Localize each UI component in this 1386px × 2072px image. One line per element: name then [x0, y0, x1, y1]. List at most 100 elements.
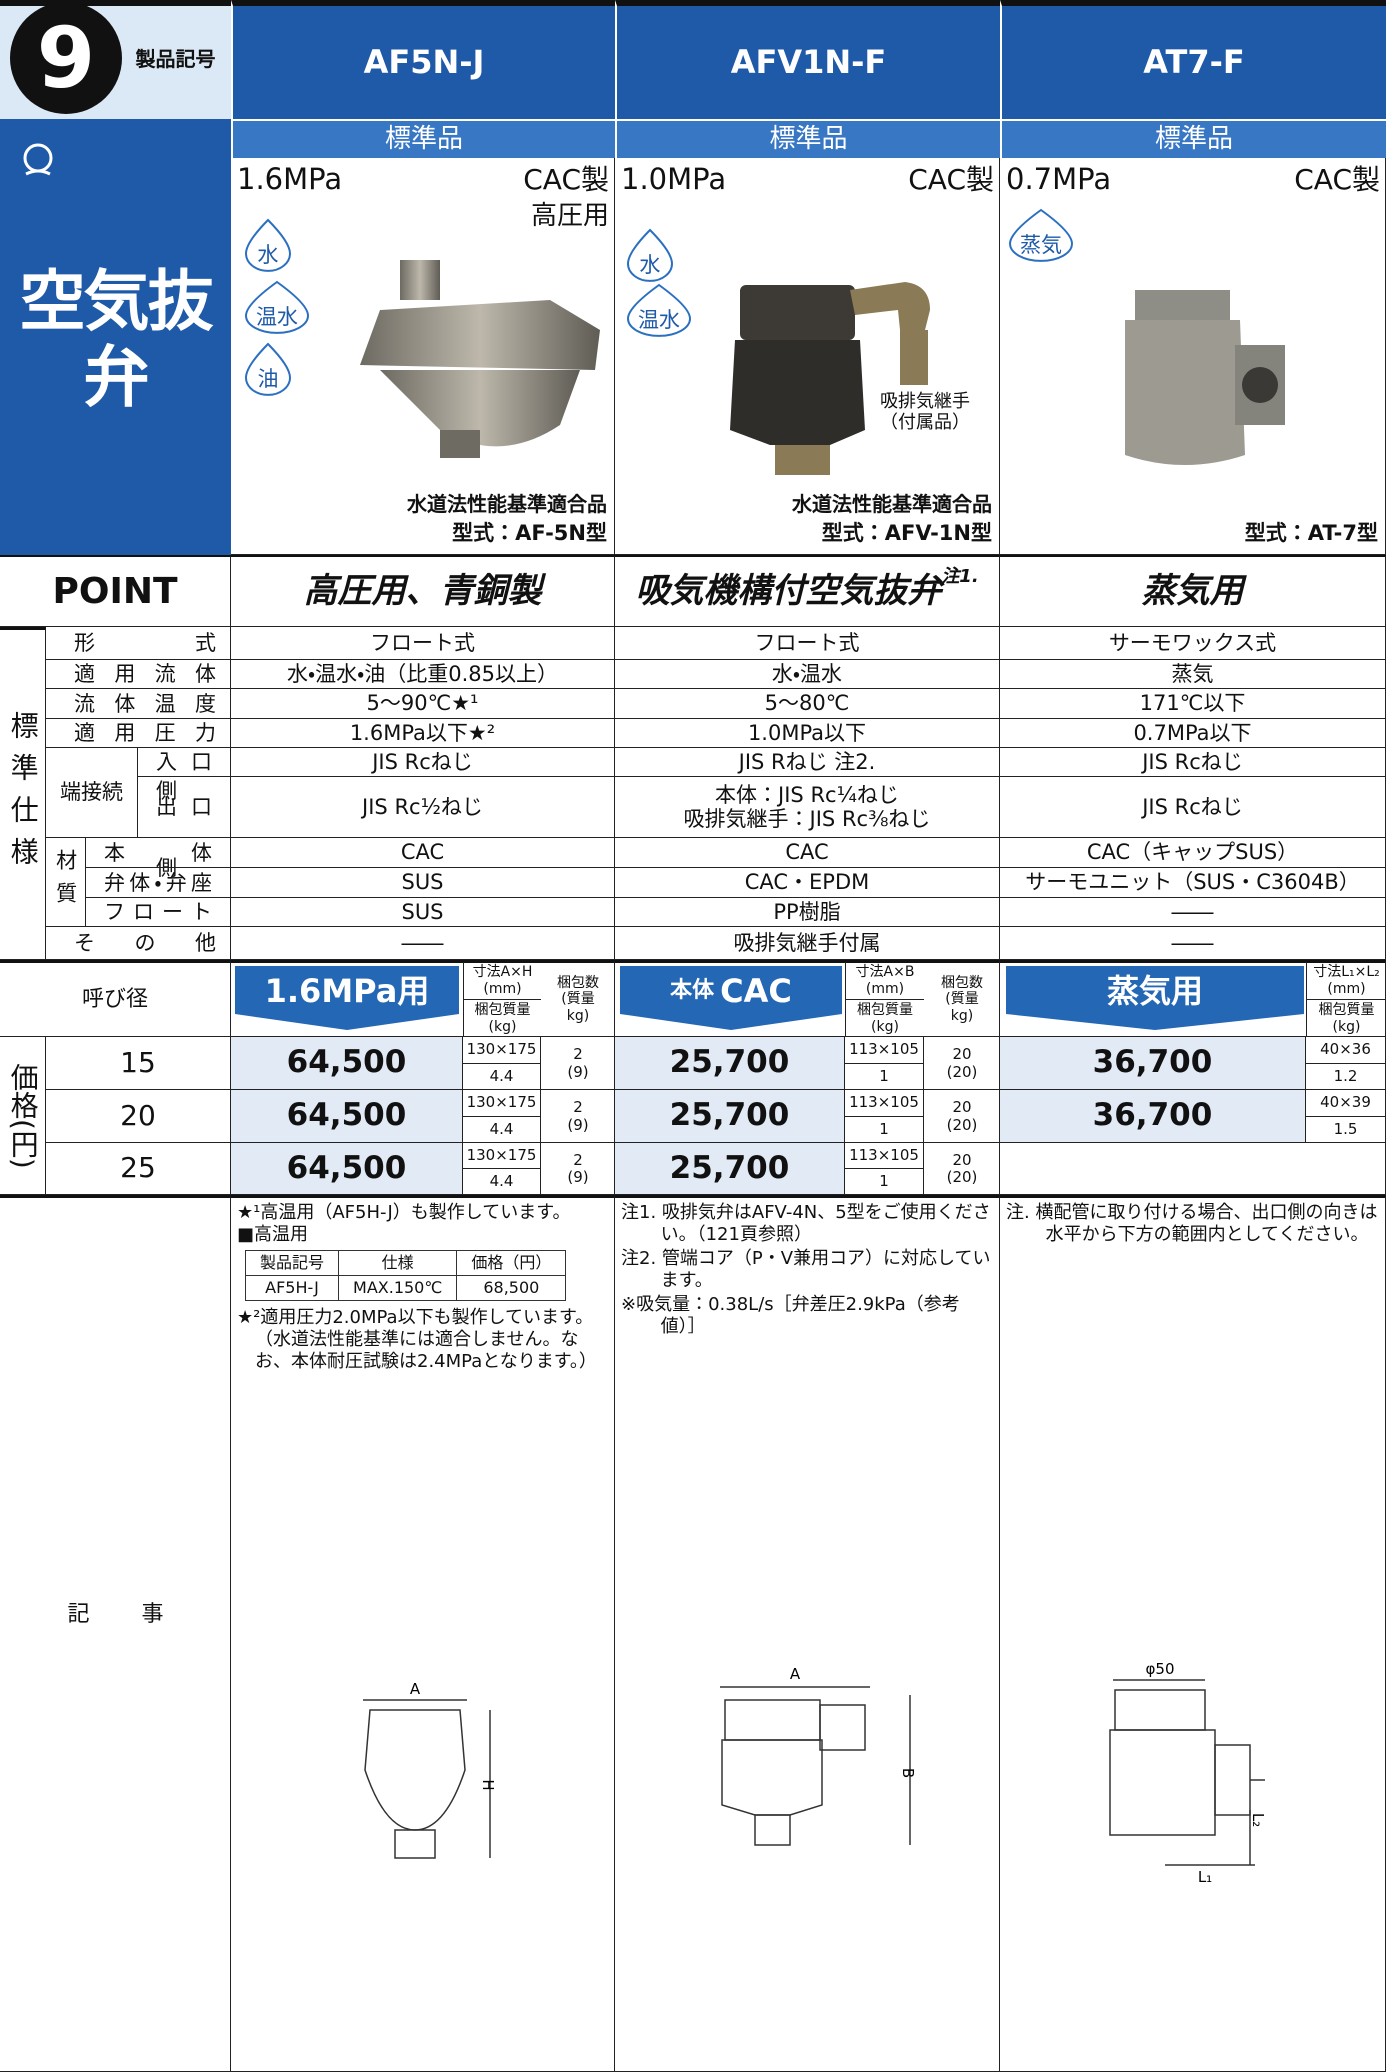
pressure-note: 高圧用 [530, 201, 609, 232]
price-title-text: 1.6MPa用 [264, 971, 430, 1010]
fluid-icon: 油 [244, 342, 292, 396]
dim: 130×175 [463, 1143, 541, 1169]
size: 25 [46, 1143, 231, 1195]
path [1008, 208, 1074, 262]
spec-value-text: 0.7MPa以下 [1133, 720, 1252, 745]
logo [23, 143, 53, 176]
spec-value: 水・温水・油（比重0.85以上） [231, 660, 615, 689]
fluid-icon: 水 [244, 218, 292, 272]
spec-value-text: CAC [785, 840, 829, 865]
weight-label-text: 梱包質量 [857, 1002, 913, 1019]
qty-text: 20 [952, 1098, 972, 1117]
price: 25,700 [615, 1143, 845, 1195]
note-item: ※吸気量：0.38L/s［弁差圧2.9kPa（参考値）］ [621, 1294, 960, 1337]
spec-value: 蒸気 [1000, 660, 1386, 689]
spec-value: ―― [1000, 898, 1386, 927]
qty-text: (20) [946, 1062, 978, 1081]
diagram: φ50 L₂ L₁ [1109, 1660, 1267, 1886]
spec-value: JIS Rc½ねじ [231, 777, 615, 838]
rect [819, 1704, 866, 1751]
dimension-label: A [410, 1680, 421, 1698]
spec-value-text: SUS [401, 870, 444, 895]
note-item: 注2. 管端コア（P・V兼用コア）に対応しています。 [621, 1248, 991, 1291]
spec-value-text: 蒸気 [1171, 661, 1214, 686]
spec-row-label: 適用流体 [46, 660, 231, 689]
qty-text: (9) [567, 1115, 589, 1134]
spec-value-text: JIS Rc½ねじ [362, 794, 483, 819]
dim-label-text: (mm) [483, 980, 522, 997]
qty: 2 (9) [541, 1037, 615, 1090]
dim-label-text: (mm) [865, 980, 905, 997]
spec-row-label: 流体温度 [46, 689, 231, 719]
dim: 40×39 [1306, 1090, 1386, 1117]
fluid-label: 蒸気 [1020, 233, 1062, 257]
mini-cell: AF5H-J [244, 1275, 340, 1301]
point-cell: 吸気機構付空気抜弁 注1. [615, 555, 1000, 627]
spec-value-text: CAC（キャップSUS） [1086, 840, 1299, 865]
price-header-cell [231, 960, 615, 1037]
price-title-text: CAC [720, 971, 792, 1010]
category-title: 空気抜弁 [19, 263, 214, 416]
qty-text: (20) [946, 1168, 978, 1186]
path [850, 282, 930, 330]
spec-value-text: JIS Rねじ 注2. [738, 749, 876, 774]
material: CAC製 [1294, 162, 1380, 196]
spec-value: 本体：JIS Rc¼ねじ 吸排気継手：JIS Rc⅜ねじ [615, 777, 1000, 838]
spec-sub-label: 本体 [86, 838, 231, 868]
dim-label-text: (mm) [1327, 980, 1366, 997]
price-header-cell [615, 960, 1000, 1037]
qty-label-text: (質量 [945, 991, 979, 1008]
note-item: ★¹高温用（AF5H-J）も製作しています。 [237, 1202, 571, 1223]
spec-group-label: 端接続 [46, 748, 138, 838]
qty-label-text: (質量 [561, 991, 595, 1008]
weight: 4.4 [463, 1116, 541, 1143]
polygon [1006, 966, 1304, 1030]
dimension-label: A [790, 1665, 801, 1683]
material: CAC製 [523, 162, 609, 196]
price-title-text: 蒸気用 [1106, 971, 1203, 1010]
spec-value-text: ―― [401, 930, 444, 955]
price: 64,500 [231, 1037, 463, 1090]
fluid-label: 温水 [256, 305, 298, 329]
weight-label-text: (kg) [488, 1018, 517, 1035]
spec-value: 0.7MPa以下 [1000, 719, 1386, 748]
spec-value: 171℃以下 [1000, 689, 1386, 719]
rect [400, 260, 440, 300]
price: 64,500 [231, 1143, 463, 1195]
spec-value: 1.0MPa以下 [615, 719, 1000, 748]
point-cell: 高圧用、青銅製 [231, 555, 615, 627]
point-note: 注1. [941, 566, 979, 587]
spec-value-text: JIS Rcねじ [1142, 749, 1243, 774]
dim: 113×105 [845, 1090, 924, 1117]
weight: 1 [845, 1116, 924, 1143]
fitting-text: 吸排気継手 [880, 391, 970, 413]
price: 25,700 [615, 1037, 845, 1090]
notes-text: 注1. 吸排気弁はAFV-4N、5型をご使用ください。（121頁参照） 注2. 管… [621, 1202, 994, 1582]
fluid-label: 温水 [638, 308, 680, 332]
dim: 130×175 [463, 1090, 541, 1117]
price-title: 本体 CAC [620, 966, 842, 1016]
fluid-label: 水 [258, 243, 279, 267]
qty-label: 梱包数 (質量 kg) [924, 962, 1000, 1037]
spec-sub-label: 入口側 [138, 748, 231, 803]
path [730, 340, 865, 445]
price-title: 1.6MPa用 [235, 966, 459, 1016]
weight: 1 [845, 1063, 924, 1090]
mini-table: 製品記号 仕様 価格（円） AF5H-J MAX.150℃ 68,500 [244, 1250, 567, 1301]
price: 25,700 [615, 1090, 845, 1143]
spec-sub-label: フロート [86, 898, 231, 927]
weight: 1 [845, 1169, 924, 1195]
spec-value-text: JIS Rcねじ [1142, 794, 1243, 819]
point-text: 高圧用、青銅製 [303, 570, 542, 611]
circle [23, 143, 53, 173]
spec-value: 水・温水 [615, 660, 1000, 689]
spec-sub-label: 弁体・弁座 [86, 868, 231, 898]
weight-label-text: 梱包質量 [474, 1002, 531, 1019]
weight: 4.4 [463, 1063, 541, 1090]
circle [1242, 367, 1278, 403]
grade: 標準品 [231, 119, 615, 158]
price-title: 蒸気用 [1006, 966, 1304, 1016]
path [1109, 1729, 1216, 1836]
point-text: 蒸気用 [1141, 570, 1244, 611]
pressure: 0.7MPa [1006, 162, 1112, 197]
